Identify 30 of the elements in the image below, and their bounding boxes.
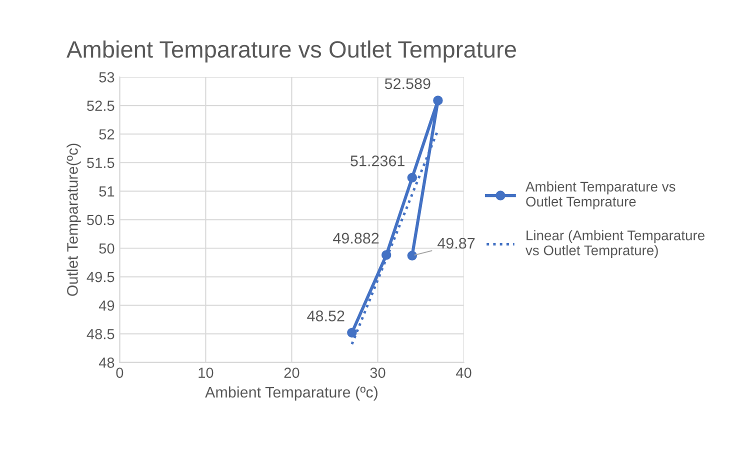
y-tick-label: 50 <box>99 243 114 254</box>
data-label: 49.882 <box>333 232 379 244</box>
point <box>407 250 418 261</box>
x-tick-label: 20 <box>284 368 300 378</box>
point <box>347 328 357 338</box>
x-axis-title: Ambient Temparature (ºc) <box>205 386 378 401</box>
y-tick-label: 53 <box>99 72 114 82</box>
data-label: 51.2361 <box>350 156 404 166</box>
y-tick-label: 48.5 <box>86 328 114 340</box>
data-label: 49.87 <box>438 238 475 249</box>
y-tick-label: 52 <box>99 129 114 140</box>
x-tick-label: 0 <box>116 368 124 378</box>
y-tick-label: 51.5 <box>87 158 114 168</box>
legend-label: Linear (Ambient Temparature vs Outlet Temprature) <box>526 230 704 258</box>
y-tick-label: 52.5 <box>87 100 114 111</box>
y-tick-label: 48 <box>98 358 114 368</box>
chart-title: Ambient Temparature vs Outlet Temprature <box>66 40 516 62</box>
data-label: 52.589 <box>384 78 430 90</box>
y-tick-label: 49 <box>98 300 114 311</box>
y-tick-label: 49.5 <box>86 272 114 282</box>
point <box>407 172 418 183</box>
y-axis-title: Outlet Temparature(ºc) <box>66 144 81 296</box>
x-tick-label: 10 <box>198 368 214 378</box>
x-tick-label: 30 <box>370 368 386 378</box>
data-label: 48.52 <box>307 310 344 322</box>
y-tick-label: 51 <box>99 186 114 197</box>
legend-label: Ambient Temparature vs Outlet Temprature <box>526 181 676 210</box>
x-tick-label: 40 <box>456 368 472 378</box>
point <box>433 96 443 106</box>
y-tick-label: 50.5 <box>87 214 114 226</box>
